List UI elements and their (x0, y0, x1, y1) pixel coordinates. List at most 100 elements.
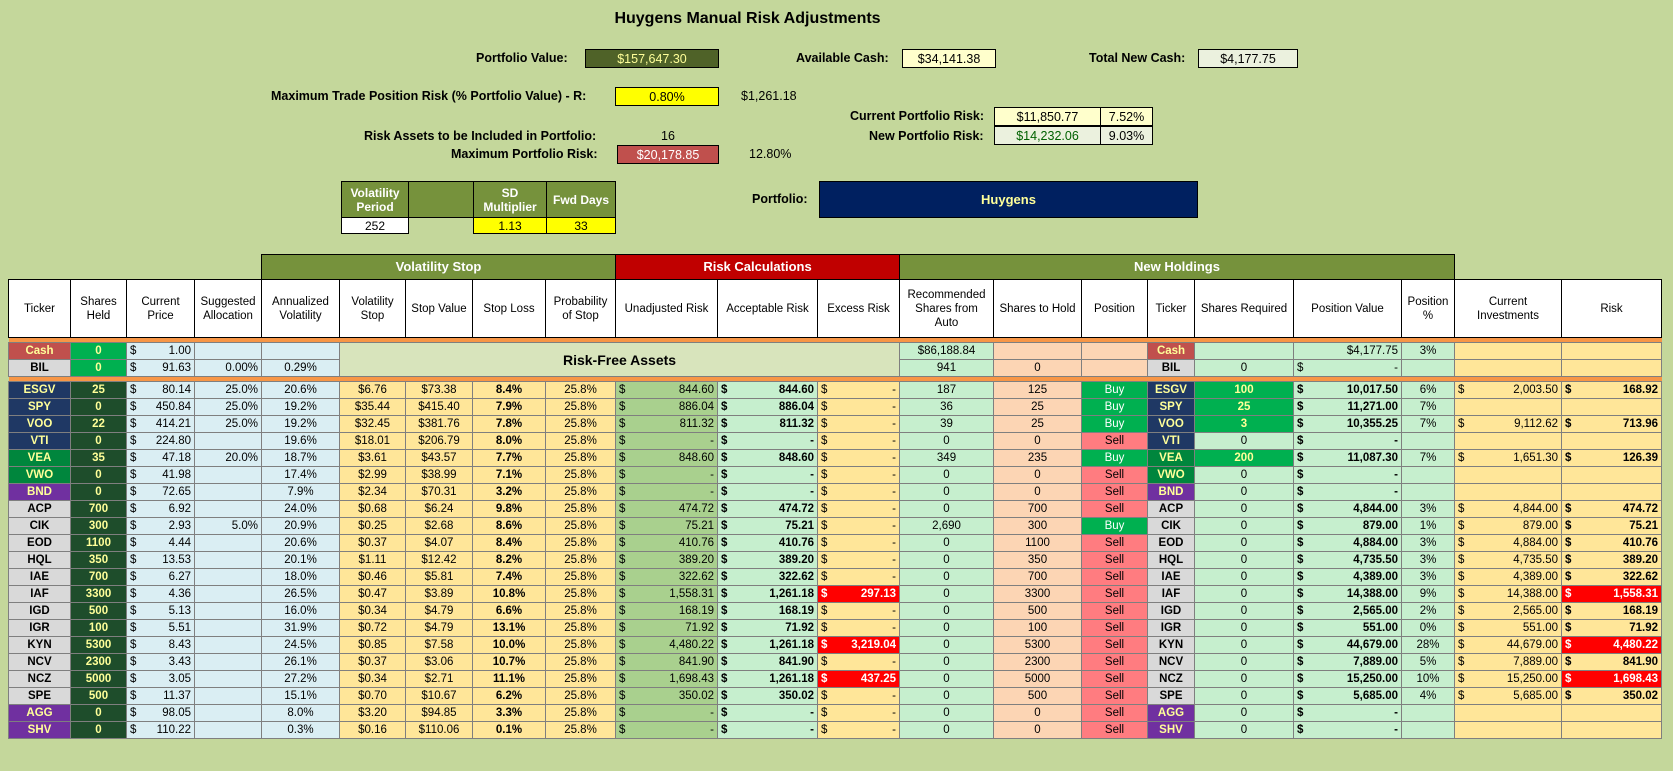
shares-to-hold[interactable]: 3300 (993, 585, 1082, 603)
ticker-cell[interactable]: SPE (8, 687, 71, 705)
shares-to-hold[interactable]: 0 (993, 466, 1082, 484)
shares-held[interactable]: 0 (70, 342, 127, 360)
shares-to-hold[interactable]: 100 (993, 619, 1082, 637)
ticker-cell[interactable]: NCZ (8, 670, 71, 688)
suggested-allocation[interactable]: 25.0% (194, 398, 262, 416)
shares-held[interactable]: 350 (70, 551, 127, 569)
ticker-cell[interactable]: HQL (8, 551, 71, 569)
ticker-cell[interactable]: VEA (8, 449, 71, 467)
shares-held[interactable]: 500 (70, 687, 127, 705)
ticker-cell[interactable]: BND (8, 483, 71, 501)
shares-held[interactable]: 1100 (70, 534, 127, 552)
shares-to-hold[interactable]: 700 (993, 500, 1082, 518)
suggested-allocation[interactable] (194, 568, 262, 586)
suggested-allocation[interactable] (194, 619, 262, 637)
ticker-cell[interactable]: VOO (8, 415, 71, 433)
shares-held[interactable]: 0 (70, 398, 127, 416)
shares-to-hold[interactable]: 1100 (993, 534, 1082, 552)
portfolio-value[interactable]: $157,647.30 (585, 49, 719, 68)
shares-to-hold[interactable]: 0 (993, 721, 1082, 739)
shares-to-hold[interactable]: 5000 (993, 670, 1082, 688)
suggested-allocation[interactable] (194, 653, 262, 671)
shares-held[interactable]: 22 (70, 415, 127, 433)
shares-to-hold[interactable]: 0 (993, 704, 1082, 722)
suggested-allocation[interactable] (194, 534, 262, 552)
shares-held[interactable]: 2300 (70, 653, 127, 671)
suggested-allocation[interactable] (194, 551, 262, 569)
total-new-cash[interactable]: $4,177.75 (1198, 49, 1298, 68)
suggested-allocation[interactable] (194, 721, 262, 739)
shares-to-hold[interactable]: 5300 (993, 636, 1082, 654)
ticker-cell[interactable]: EOD (8, 534, 71, 552)
suggested-allocation[interactable]: 5.0% (194, 517, 262, 535)
shares-to-hold[interactable]: 0 (993, 483, 1082, 501)
suggested-allocation[interactable]: 25.0% (194, 415, 262, 433)
sd-mult-value[interactable]: 1.13 (473, 217, 547, 234)
ticker-cell[interactable]: NCV (8, 653, 71, 671)
ticker-cell[interactable]: VTI (8, 432, 71, 450)
suggested-allocation[interactable] (194, 704, 262, 722)
shares-held[interactable]: 5300 (70, 636, 127, 654)
portfolio-name[interactable]: Huygens (819, 181, 1198, 218)
shares-held[interactable]: 0 (70, 483, 127, 501)
ticker-cell[interactable]: IGD (8, 602, 71, 620)
shares-held[interactable]: 3300 (70, 585, 127, 603)
suggested-allocation[interactable] (194, 687, 262, 705)
vol-period-value[interactable]: 252 (341, 217, 409, 234)
suggested-allocation[interactable]: 20.0% (194, 449, 262, 467)
suggested-allocation[interactable] (194, 636, 262, 654)
shares-to-hold[interactable] (993, 342, 1082, 360)
ticker-cell[interactable]: VWO (8, 466, 71, 484)
shares-held[interactable]: 35 (70, 449, 127, 467)
ticker-cell[interactable]: ACP (8, 500, 71, 518)
ticker-cell[interactable]: CIK (8, 517, 71, 535)
shares-to-hold[interactable]: 350 (993, 551, 1082, 569)
shares-held[interactable]: 0 (70, 721, 127, 739)
shares-to-hold[interactable]: 300 (993, 517, 1082, 535)
shares-held[interactable]: 500 (70, 602, 127, 620)
ticker-cell[interactable]: SHV (8, 721, 71, 739)
ticker-cell[interactable]: KYN (8, 636, 71, 654)
ticker-cell[interactable]: SPY (8, 398, 71, 416)
shares-to-hold[interactable]: 2300 (993, 653, 1082, 671)
ticker-cell[interactable]: IAE (8, 568, 71, 586)
ticker-cell[interactable]: IAF (8, 585, 71, 603)
shares-to-hold[interactable]: 700 (993, 568, 1082, 586)
ticker-cell[interactable]: ESGV (8, 381, 71, 399)
suggested-allocation[interactable] (194, 466, 262, 484)
shares-held[interactable]: 0 (70, 359, 127, 377)
suggested-allocation[interactable]: 0.00% (194, 359, 262, 377)
suggested-allocation[interactable] (194, 483, 262, 501)
shares-held[interactable]: 5000 (70, 670, 127, 688)
shares-held[interactable]: 25 (70, 381, 127, 399)
suggested-allocation[interactable] (194, 342, 262, 360)
shares-held[interactable]: 100 (70, 619, 127, 637)
shares-to-hold[interactable]: 25 (993, 415, 1082, 433)
ticker-cell[interactable]: IGR (8, 619, 71, 637)
shares-held[interactable]: 0 (70, 432, 127, 450)
shares-held[interactable]: 700 (70, 568, 127, 586)
suggested-allocation[interactable] (194, 432, 262, 450)
shares-held[interactable]: 0 (70, 466, 127, 484)
suggested-allocation[interactable] (194, 585, 262, 603)
shares-held[interactable]: 300 (70, 517, 127, 535)
suggested-allocation[interactable] (194, 602, 262, 620)
suggested-allocation[interactable] (194, 500, 262, 518)
shares-to-hold[interactable]: 125 (993, 381, 1082, 399)
shares-held[interactable]: 0 (70, 704, 127, 722)
risk-assets[interactable]: 16 (661, 129, 675, 143)
shares-held[interactable]: 700 (70, 500, 127, 518)
suggested-allocation[interactable]: 25.0% (194, 381, 262, 399)
ticker-cell[interactable]: AGG (8, 704, 71, 722)
shares-to-hold[interactable]: 500 (993, 602, 1082, 620)
shares-to-hold[interactable]: 0 (993, 432, 1082, 450)
available-cash[interactable]: $34,141.38 (902, 49, 996, 68)
ticker-cell[interactable]: Cash (8, 342, 71, 360)
fwd-days-value[interactable]: 33 (546, 217, 616, 234)
suggested-allocation[interactable] (194, 670, 262, 688)
shares-to-hold[interactable]: 500 (993, 687, 1082, 705)
max-trade-risk-pct[interactable]: 0.80% (615, 87, 719, 106)
ticker-cell[interactable]: BIL (8, 359, 71, 377)
shares-to-hold[interactable]: 25 (993, 398, 1082, 416)
shares-to-hold[interactable]: 235 (993, 449, 1082, 467)
